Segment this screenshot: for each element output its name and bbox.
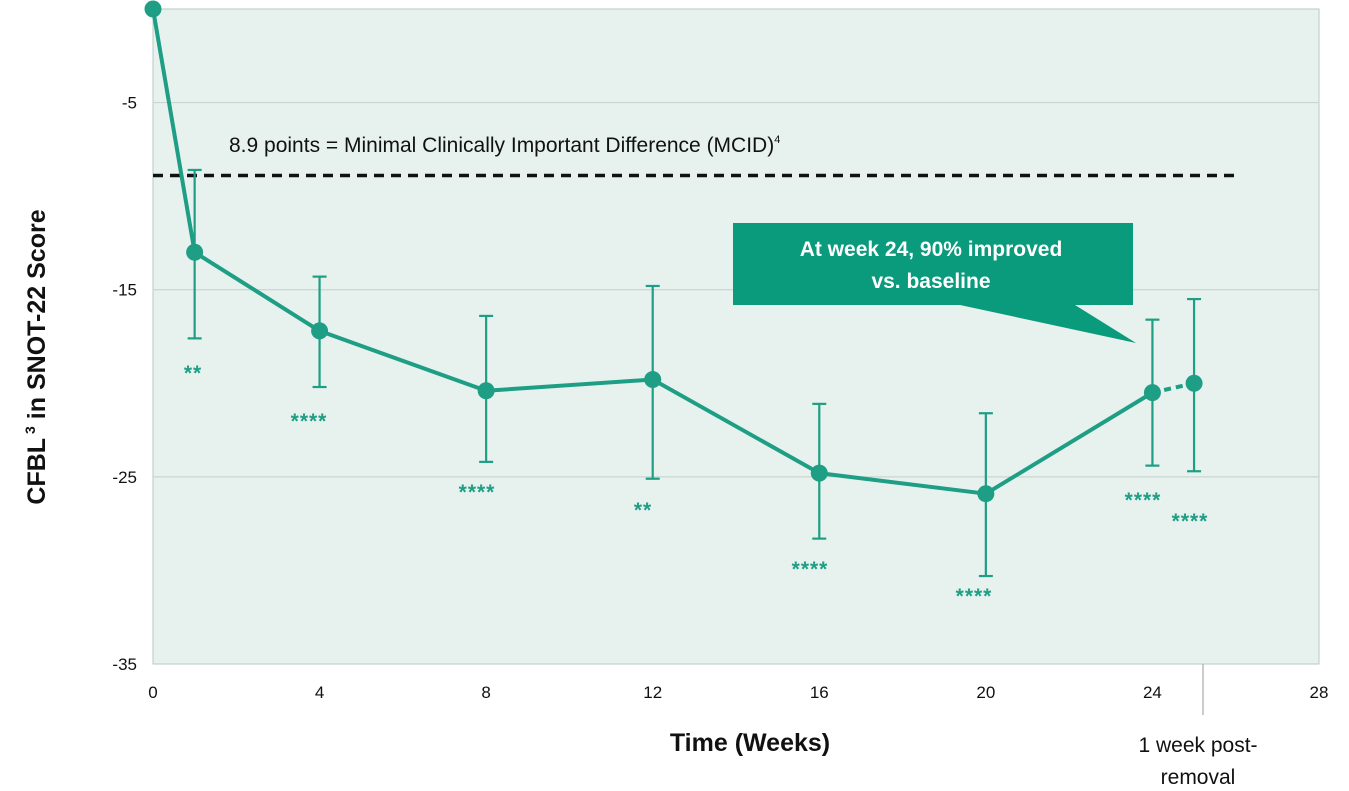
callout-box bbox=[733, 223, 1136, 343]
significance-marker: ** bbox=[634, 499, 652, 522]
data-point bbox=[311, 322, 329, 340]
data-point bbox=[644, 371, 662, 389]
data-point bbox=[1143, 384, 1161, 402]
y-axis-footnote-superscript: 3 bbox=[22, 426, 38, 434]
data-point bbox=[810, 464, 828, 482]
y-axis-title: CFBL3 in SNOT-22 Score bbox=[22, 209, 51, 504]
data-point bbox=[977, 485, 995, 503]
x-tick-label: 0 bbox=[148, 683, 157, 702]
significance-marker: **** bbox=[291, 410, 328, 433]
significance-marker: **** bbox=[1172, 510, 1209, 533]
x-tick-label: 20 bbox=[976, 683, 995, 702]
callout-line-2: vs. baseline bbox=[871, 270, 990, 293]
y-tick-label: -35 bbox=[112, 655, 137, 674]
series-line-solid bbox=[151, 8, 1154, 496]
data-point bbox=[1185, 374, 1203, 392]
y-tick-label: -5 bbox=[122, 94, 137, 113]
y-tick-label: -25 bbox=[112, 468, 137, 487]
callout: At week 24, 90% improved vs. baseline bbox=[733, 223, 1136, 343]
significance-marker: **** bbox=[1125, 489, 1162, 512]
x-axis-title: Time (Weeks) bbox=[670, 729, 830, 757]
significance-marker: **** bbox=[459, 481, 496, 504]
significance-marker: **** bbox=[792, 558, 829, 581]
significance-marker: **** bbox=[956, 585, 993, 608]
data-point bbox=[477, 382, 495, 400]
post-removal-label-line-1: 1 week post- bbox=[1138, 734, 1257, 757]
plot-area bbox=[152, 8, 1320, 665]
y-axis-ticks: -5 -15 -25 -35 bbox=[112, 94, 137, 674]
data-point bbox=[144, 0, 162, 18]
x-tick-label: 16 bbox=[810, 683, 829, 702]
x-tick-label: 4 bbox=[315, 683, 324, 702]
mcid-annotation: 8.9 points = Minimal Clinically Importan… bbox=[229, 134, 780, 157]
x-tick-label: 8 bbox=[481, 683, 490, 702]
data-points bbox=[144, 0, 1203, 503]
y-tick-label: -15 bbox=[112, 281, 137, 300]
post-removal-label-line-2: removal bbox=[1161, 766, 1236, 789]
significance-marker: ** bbox=[184, 362, 202, 385]
x-tick-label: 12 bbox=[643, 683, 662, 702]
x-axis-ticks: 0 4 8 12 16 20 24 28 bbox=[148, 683, 1328, 702]
callout-line-1: At week 24, 90% improved bbox=[800, 238, 1063, 261]
x-tick-label: 24 bbox=[1143, 683, 1162, 702]
series-line bbox=[151, 8, 1195, 496]
data-point bbox=[186, 243, 204, 261]
x-tick-label: 28 bbox=[1310, 683, 1329, 702]
mcid-footnote-superscript: 4 bbox=[774, 134, 780, 146]
significance-markers: **************************** bbox=[184, 362, 1209, 608]
